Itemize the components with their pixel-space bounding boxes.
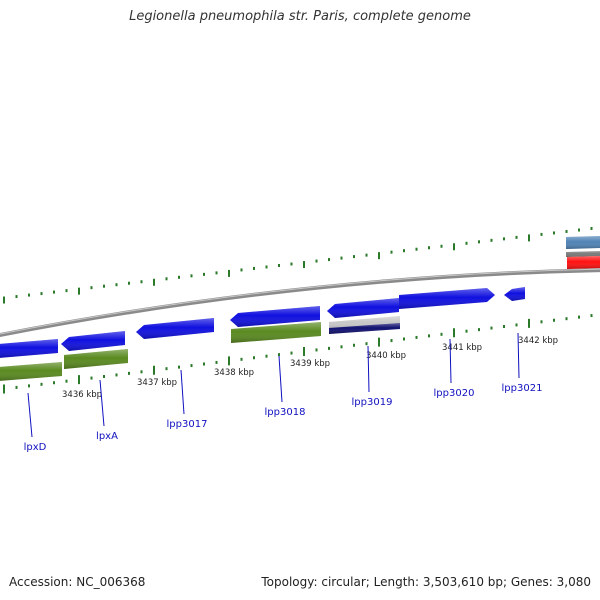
cds-feature-shade [231, 322, 321, 343]
cds-feature-shade [566, 251, 600, 257]
gene-label-connector [99, 379, 105, 427]
scale-label: 3439 kbp [290, 359, 330, 369]
cds-feature-shade [64, 349, 128, 369]
gene-label: lpp3018 [265, 407, 306, 418]
genome-backbone [0, 268, 600, 338]
scale-label: 3437 kbp [137, 378, 177, 388]
scale-label: 3442 kbp [518, 336, 558, 346]
gene-label-connector [517, 332, 520, 379]
map-title: Legionella pneumophila str. Paris, compl… [129, 9, 471, 24]
gene-label: lpp3021 [502, 383, 543, 394]
cds-feature-shade [0, 339, 58, 358]
cds-feature-shade [399, 288, 495, 309]
gene-label: lpxD [24, 442, 47, 453]
cds-feature-shade [230, 306, 320, 327]
cds-feature-shade [61, 331, 125, 351]
gene-label-connector [449, 338, 452, 384]
cds-feature-shade [329, 323, 400, 334]
scale-label: 3441 kbp [442, 343, 482, 353]
accession-text: Accession: NC_006368 [9, 575, 146, 589]
gene-label: lpp3019 [352, 397, 393, 408]
cds-feature-shade [136, 318, 214, 339]
gene-label: lpp3017 [167, 419, 208, 430]
cds-feature-shade [0, 362, 62, 381]
gene-label: lpxA [96, 431, 118, 442]
gene-label-connector [278, 355, 283, 403]
cds-feature-shade [329, 316, 400, 330]
gene-label-connector [367, 345, 370, 393]
gene-label: lpp3020 [434, 388, 475, 399]
cds-feature-shade [327, 298, 399, 318]
scale-label: 3436 kbp [62, 390, 102, 400]
scale-label: 3438 kbp [214, 368, 254, 378]
scale-label: 3440 kbp [366, 351, 406, 361]
cds-feature-shade [504, 287, 525, 301]
gene-label-connector [27, 392, 33, 438]
genome-summary-text: Topology: circular; Length: 3,503,610 bp… [261, 575, 591, 589]
cds-feature-shade [567, 256, 600, 269]
cds-feature-shade [566, 236, 600, 249]
genome-backbone-highlight [0, 268, 600, 335]
gene-label-connector [180, 369, 185, 415]
